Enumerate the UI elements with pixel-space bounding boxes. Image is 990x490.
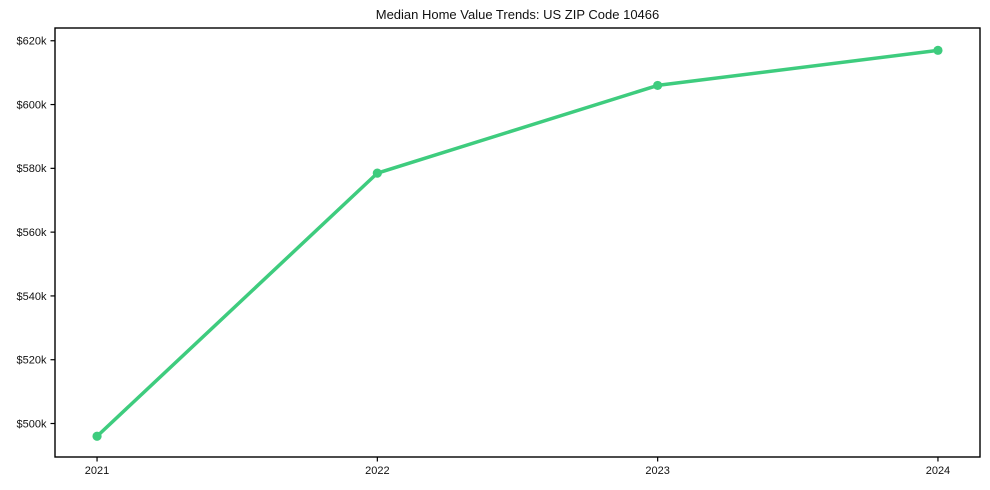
x-tick-label: 2021 (85, 465, 109, 477)
data-point-marker (933, 45, 943, 55)
y-tick-label: $540k (17, 291, 47, 303)
y-tick-label: $560k (17, 227, 47, 239)
chart-title: Median Home Value Trends: US ZIP Code 10… (375, 7, 660, 22)
data-point-marker (92, 431, 102, 441)
plot-box (54, 27, 981, 458)
data-point-marker (372, 168, 382, 178)
x-tick-label: 2022 (365, 465, 389, 477)
trend-line (95, 48, 940, 439)
y-tick-label: $500k (17, 418, 47, 430)
y-tick-label: $620k (17, 36, 47, 48)
data-point-marker (653, 80, 663, 91)
x-tick-label: 2024 (926, 465, 950, 477)
y-tick-label: $600k (17, 99, 47, 111)
x-tick-label: 2023 (645, 465, 669, 477)
y-tick-label: $580k (17, 163, 47, 175)
y-tick-label: $520k (17, 355, 47, 367)
